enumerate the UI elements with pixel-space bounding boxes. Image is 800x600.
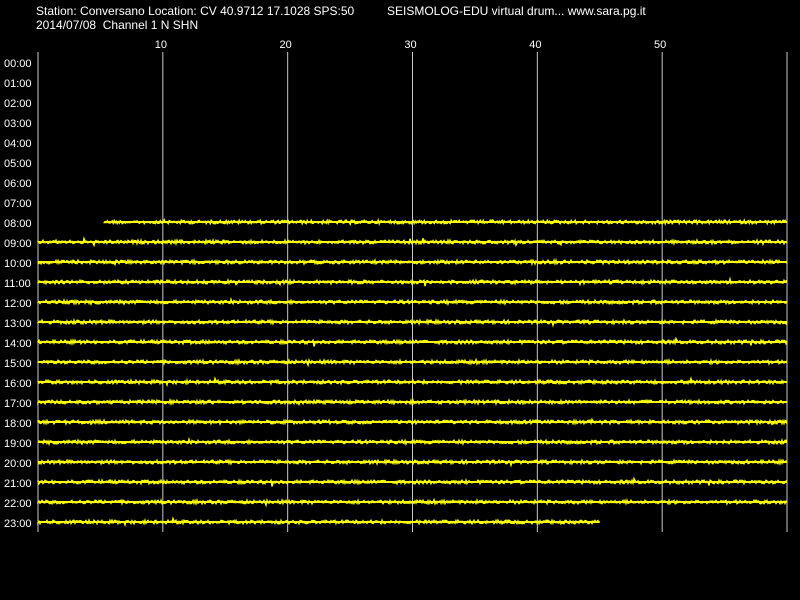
hour-row-labels: 00:00 01:00 02:00 03:00 04:00 05:00 06:00 07:00… [4, 58, 32, 530]
hour-label: 13:00 [4, 318, 32, 330]
trace-0800 [103, 217, 787, 227]
trace-band-1900 [38, 441, 787, 443]
grid-layer [37, 52, 788, 532]
hour-label: 05:00 [4, 158, 32, 170]
hour-label: 15:00 [4, 358, 32, 370]
x-tick-label: 10 [155, 39, 167, 51]
hour-label: 08:00 [4, 218, 32, 230]
trace-band-0900 [38, 241, 787, 243]
hour-label: 10:00 [4, 258, 32, 270]
trace-band-2200 [38, 501, 787, 503]
trace-band-1400 [38, 341, 787, 343]
trace-band-1300 [38, 321, 787, 323]
hour-label: 20:00 [4, 458, 32, 470]
hour-label: 19:00 [4, 438, 32, 450]
hour-label: 01:00 [4, 78, 32, 90]
trace-band-2300 [38, 521, 600, 523]
hour-label: 04:00 [4, 138, 32, 150]
trace-band-1500 [38, 361, 787, 363]
hour-label: 02:00 [4, 98, 32, 110]
hour-label: 18:00 [4, 418, 32, 430]
trace-band-1200 [38, 301, 787, 303]
hour-label: 06:00 [4, 178, 32, 190]
trace-band-1000 [38, 261, 787, 263]
hour-label: 09:00 [4, 238, 32, 250]
x-tick-label: 40 [529, 39, 541, 51]
hour-label: 22:00 [4, 498, 32, 510]
trace-band-2000 [38, 461, 787, 463]
hour-label: 00:00 [4, 58, 32, 70]
trace-band-1100 [38, 281, 787, 283]
x-tick-label: 30 [404, 39, 416, 51]
hour-label: 21:00 [4, 478, 32, 490]
hour-label: 11:00 [4, 278, 31, 290]
hour-label: 03:00 [4, 118, 32, 130]
hour-label: 17:00 [4, 398, 32, 410]
trace-band-1700 [38, 401, 787, 403]
hour-label: 16:00 [4, 378, 32, 390]
trace-band-1600 [38, 381, 787, 383]
hour-label: 14:00 [4, 338, 32, 350]
x-tick-labels: 10 20 30 40 50 [155, 39, 667, 51]
trace-band-0800 [104, 221, 787, 223]
hour-label: 23:00 [4, 518, 32, 530]
trace-layer [37, 217, 788, 528]
date-channel-info: 2014/07/08 Channel 1 N SHN [36, 18, 199, 32]
trace-band-2100 [38, 481, 787, 483]
trace-band-1800 [38, 421, 787, 423]
program-title: SEISMOLOG-EDU virtual drum... www.sara.p… [387, 4, 646, 18]
hour-label: 07:00 [4, 198, 32, 210]
x-tick-label: 50 [654, 39, 666, 51]
station-info: Station: Conversano Location: CV 40.9712… [36, 4, 355, 18]
hour-label: 12:00 [4, 298, 32, 310]
x-tick-label: 20 [280, 39, 292, 51]
